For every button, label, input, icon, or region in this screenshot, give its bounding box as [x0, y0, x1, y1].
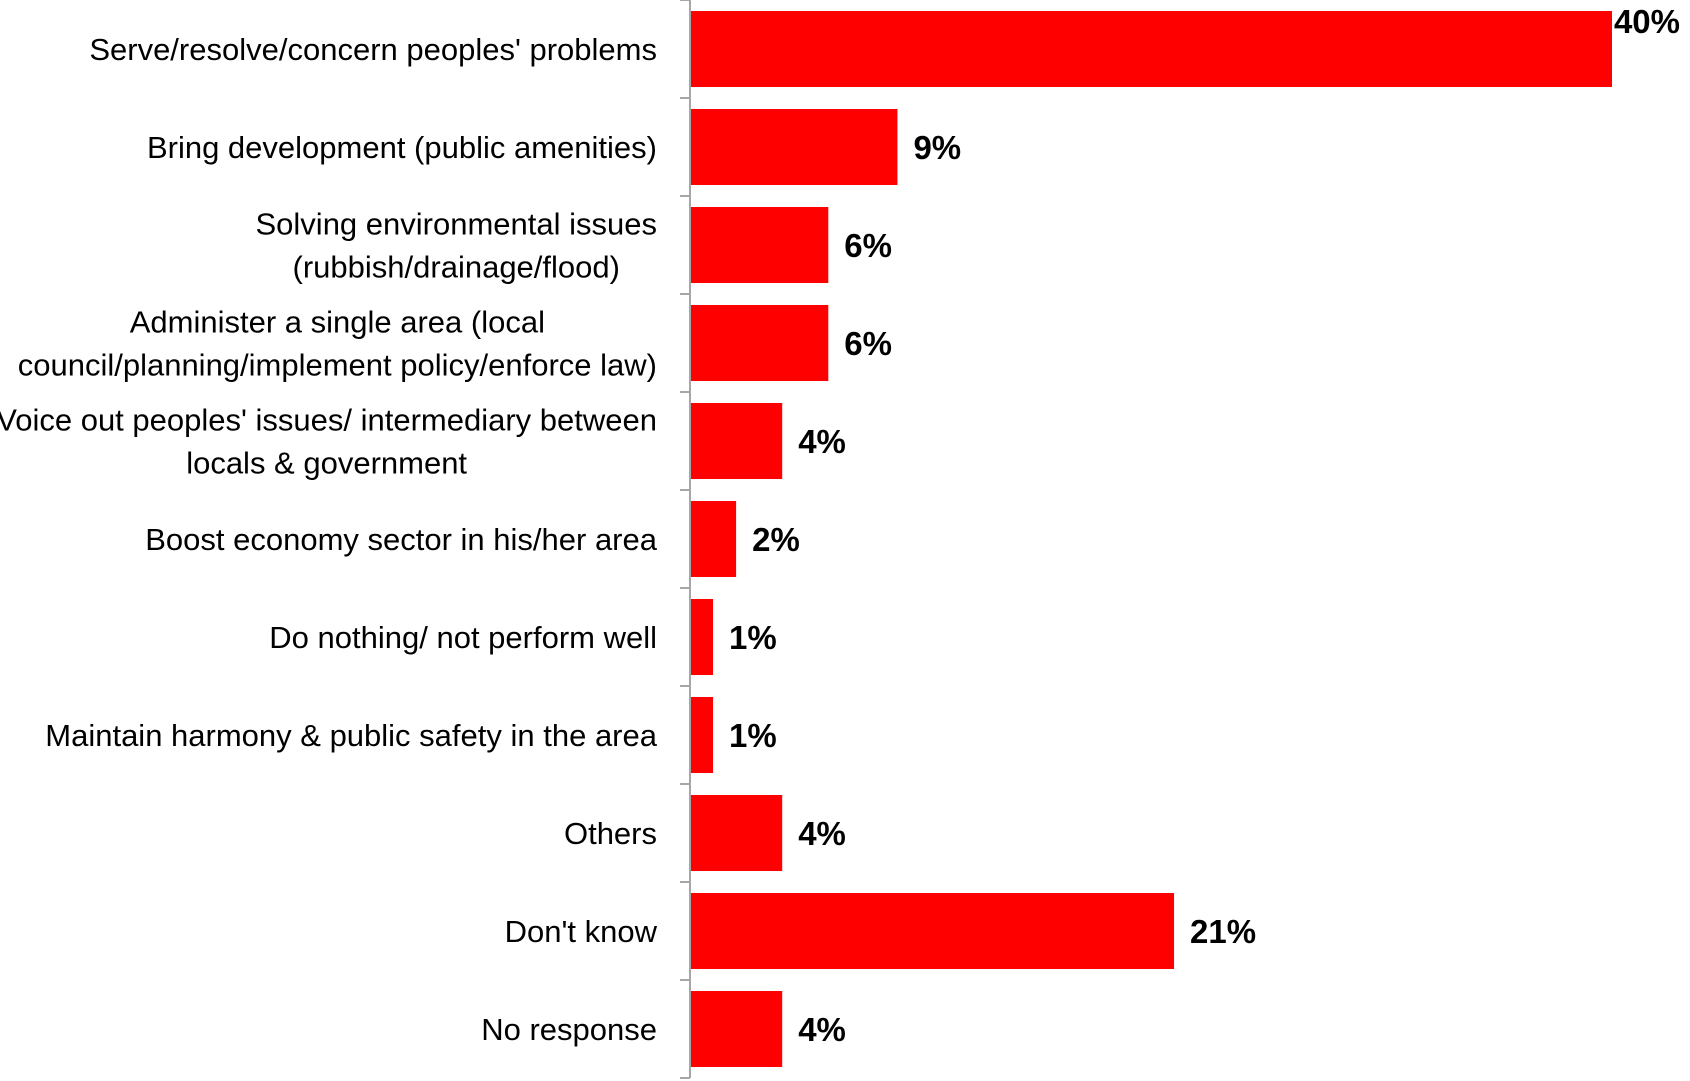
bars-layer [690, 11, 1612, 1067]
bar-3 [690, 305, 829, 381]
category-label-1: Bring development (public amenities) [147, 130, 657, 165]
category-labels: Serve/resolve/concern peoples' problems B… [0, 32, 658, 1047]
value-label-6: 1% [729, 619, 777, 656]
value-label-5: 2% [752, 521, 800, 558]
value-label-1: 9% [913, 129, 961, 166]
value-label-2: 6% [844, 227, 892, 264]
category-label-8: Others [564, 816, 657, 851]
category-label-0: Serve/resolve/concern peoples' problems [89, 32, 657, 67]
bar-6 [690, 599, 714, 675]
value-label-9: 21% [1190, 913, 1256, 950]
bar-4 [690, 403, 783, 479]
category-label-7: Maintain harmony & public safety in the … [45, 718, 657, 753]
bar-8 [690, 795, 783, 871]
category-label-4: Voice out peoples' issues/ intermediary … [0, 403, 657, 481]
value-labels: 40% 9% 6% 6% 4% 2% 1% 1% 4% 21% 4% [729, 3, 1680, 1048]
bar-2 [690, 207, 829, 283]
value-label-8: 4% [798, 815, 846, 852]
value-label-3: 6% [844, 325, 892, 362]
category-label-2: Solving environmental issues (rubbish/dra… [256, 207, 658, 285]
category-label-6: Do nothing/ not perform well [269, 620, 657, 655]
bar-5 [690, 501, 737, 577]
bar-1 [690, 109, 898, 185]
bar-9 [690, 893, 1175, 969]
category-label-3: Administer a single area (local council/p… [18, 305, 657, 383]
bar-10 [690, 991, 783, 1067]
category-axis [680, 0, 691, 1079]
category-label-5: Boost economy sector in his/her area [145, 522, 658, 557]
value-label-7: 1% [729, 717, 777, 754]
category-label-9: Don't know [505, 914, 658, 949]
value-label-0: 40% [1614, 3, 1680, 40]
value-label-4: 4% [798, 423, 846, 460]
value-label-10: 4% [798, 1011, 846, 1048]
bar-0 [690, 11, 1612, 87]
category-label-10: No response [481, 1012, 657, 1047]
bar-7 [690, 697, 714, 773]
